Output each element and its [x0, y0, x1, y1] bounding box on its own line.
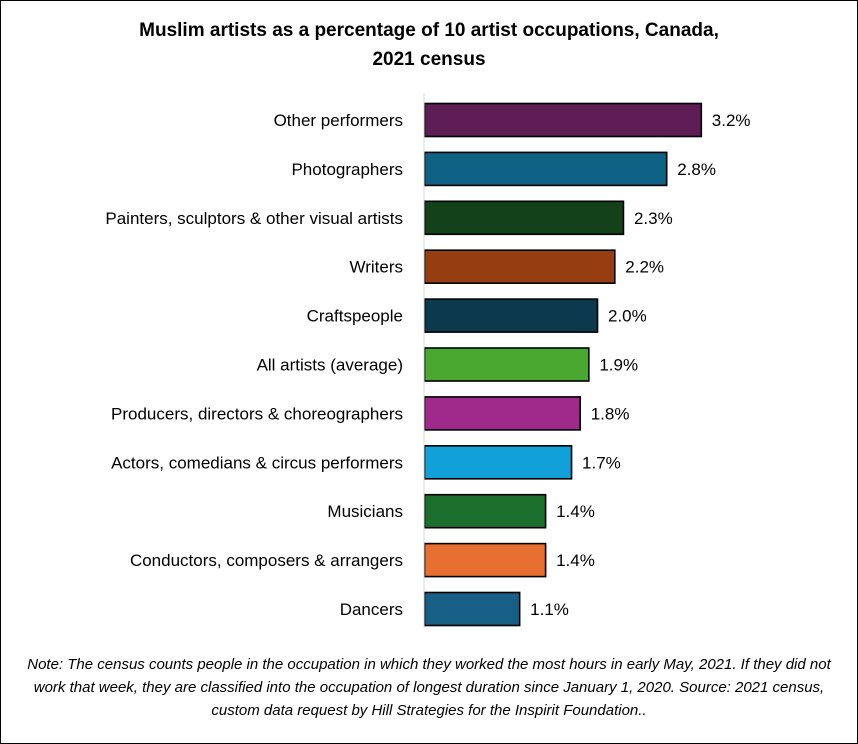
category-label-craftspeople: Craftspeople: [307, 307, 403, 326]
value-label-other-performers: 3.2%: [712, 111, 751, 130]
bar-craftspeople: [423, 298, 599, 333]
chart-title: Muslim artists as a percentage of 10 art…: [0, 16, 858, 74]
bar-writers: [423, 249, 616, 284]
bar-actors-comedians-circus-performers: [423, 444, 573, 480]
value-label-producers-directors-choreographers: 1.8%: [591, 404, 630, 423]
bar-producers-directors-choreographers: [423, 396, 581, 431]
category-label-all-artists-average: All artists (average): [257, 356, 403, 375]
category-label-conductors-composers-arrangers: Conductors, composers & arrangers: [130, 551, 403, 570]
bar-musicians: [423, 493, 547, 529]
value-label-photographers: 2.8%: [677, 160, 716, 179]
category-label-painters-sculptors-other-visual-artists: Painters, sculptors & other visual artis…: [105, 209, 403, 228]
category-label-other-performers: Other performers: [274, 111, 403, 130]
bar-painters-sculptors-other-visual-artists: [423, 200, 625, 236]
value-label-painters-sculptors-other-visual-artists: 2.3%: [634, 209, 673, 228]
value-label-dancers: 1.1%: [530, 600, 569, 619]
category-label-musicians: Musicians: [327, 502, 403, 521]
bar-photographers: [423, 151, 668, 187]
category-label-producers-directors-choreographers: Producers, directors & choreographers: [111, 404, 403, 423]
bar-all-artists-average: [423, 347, 590, 382]
category-label-writers: Writers: [349, 258, 403, 277]
chart-title-line1: Muslim artists as a percentage of 10 art…: [139, 20, 719, 41]
bar-other-performers: [423, 102, 703, 138]
chart-note: Note: The census counts people in the oc…: [27, 656, 831, 719]
value-label-craftspeople: 2.0%: [608, 307, 647, 326]
value-label-actors-comedians-circus-performers: 1.7%: [582, 453, 621, 472]
chart-title-line2: 2021 census: [372, 49, 486, 70]
bar-conductors-composers-arrangers: [423, 542, 547, 578]
category-label-actors-comedians-circus-performers: Actors, comedians & circus performers: [111, 453, 403, 472]
value-label-musicians: 1.4%: [556, 502, 595, 521]
value-label-writers: 2.2%: [625, 258, 664, 277]
category-label-dancers: Dancers: [340, 600, 403, 619]
value-label-conductors-composers-arrangers: 1.4%: [556, 551, 595, 570]
bar-dancers: [423, 591, 521, 627]
value-label-all-artists-average: 1.9%: [599, 356, 638, 375]
category-label-photographers: Photographers: [291, 160, 403, 179]
